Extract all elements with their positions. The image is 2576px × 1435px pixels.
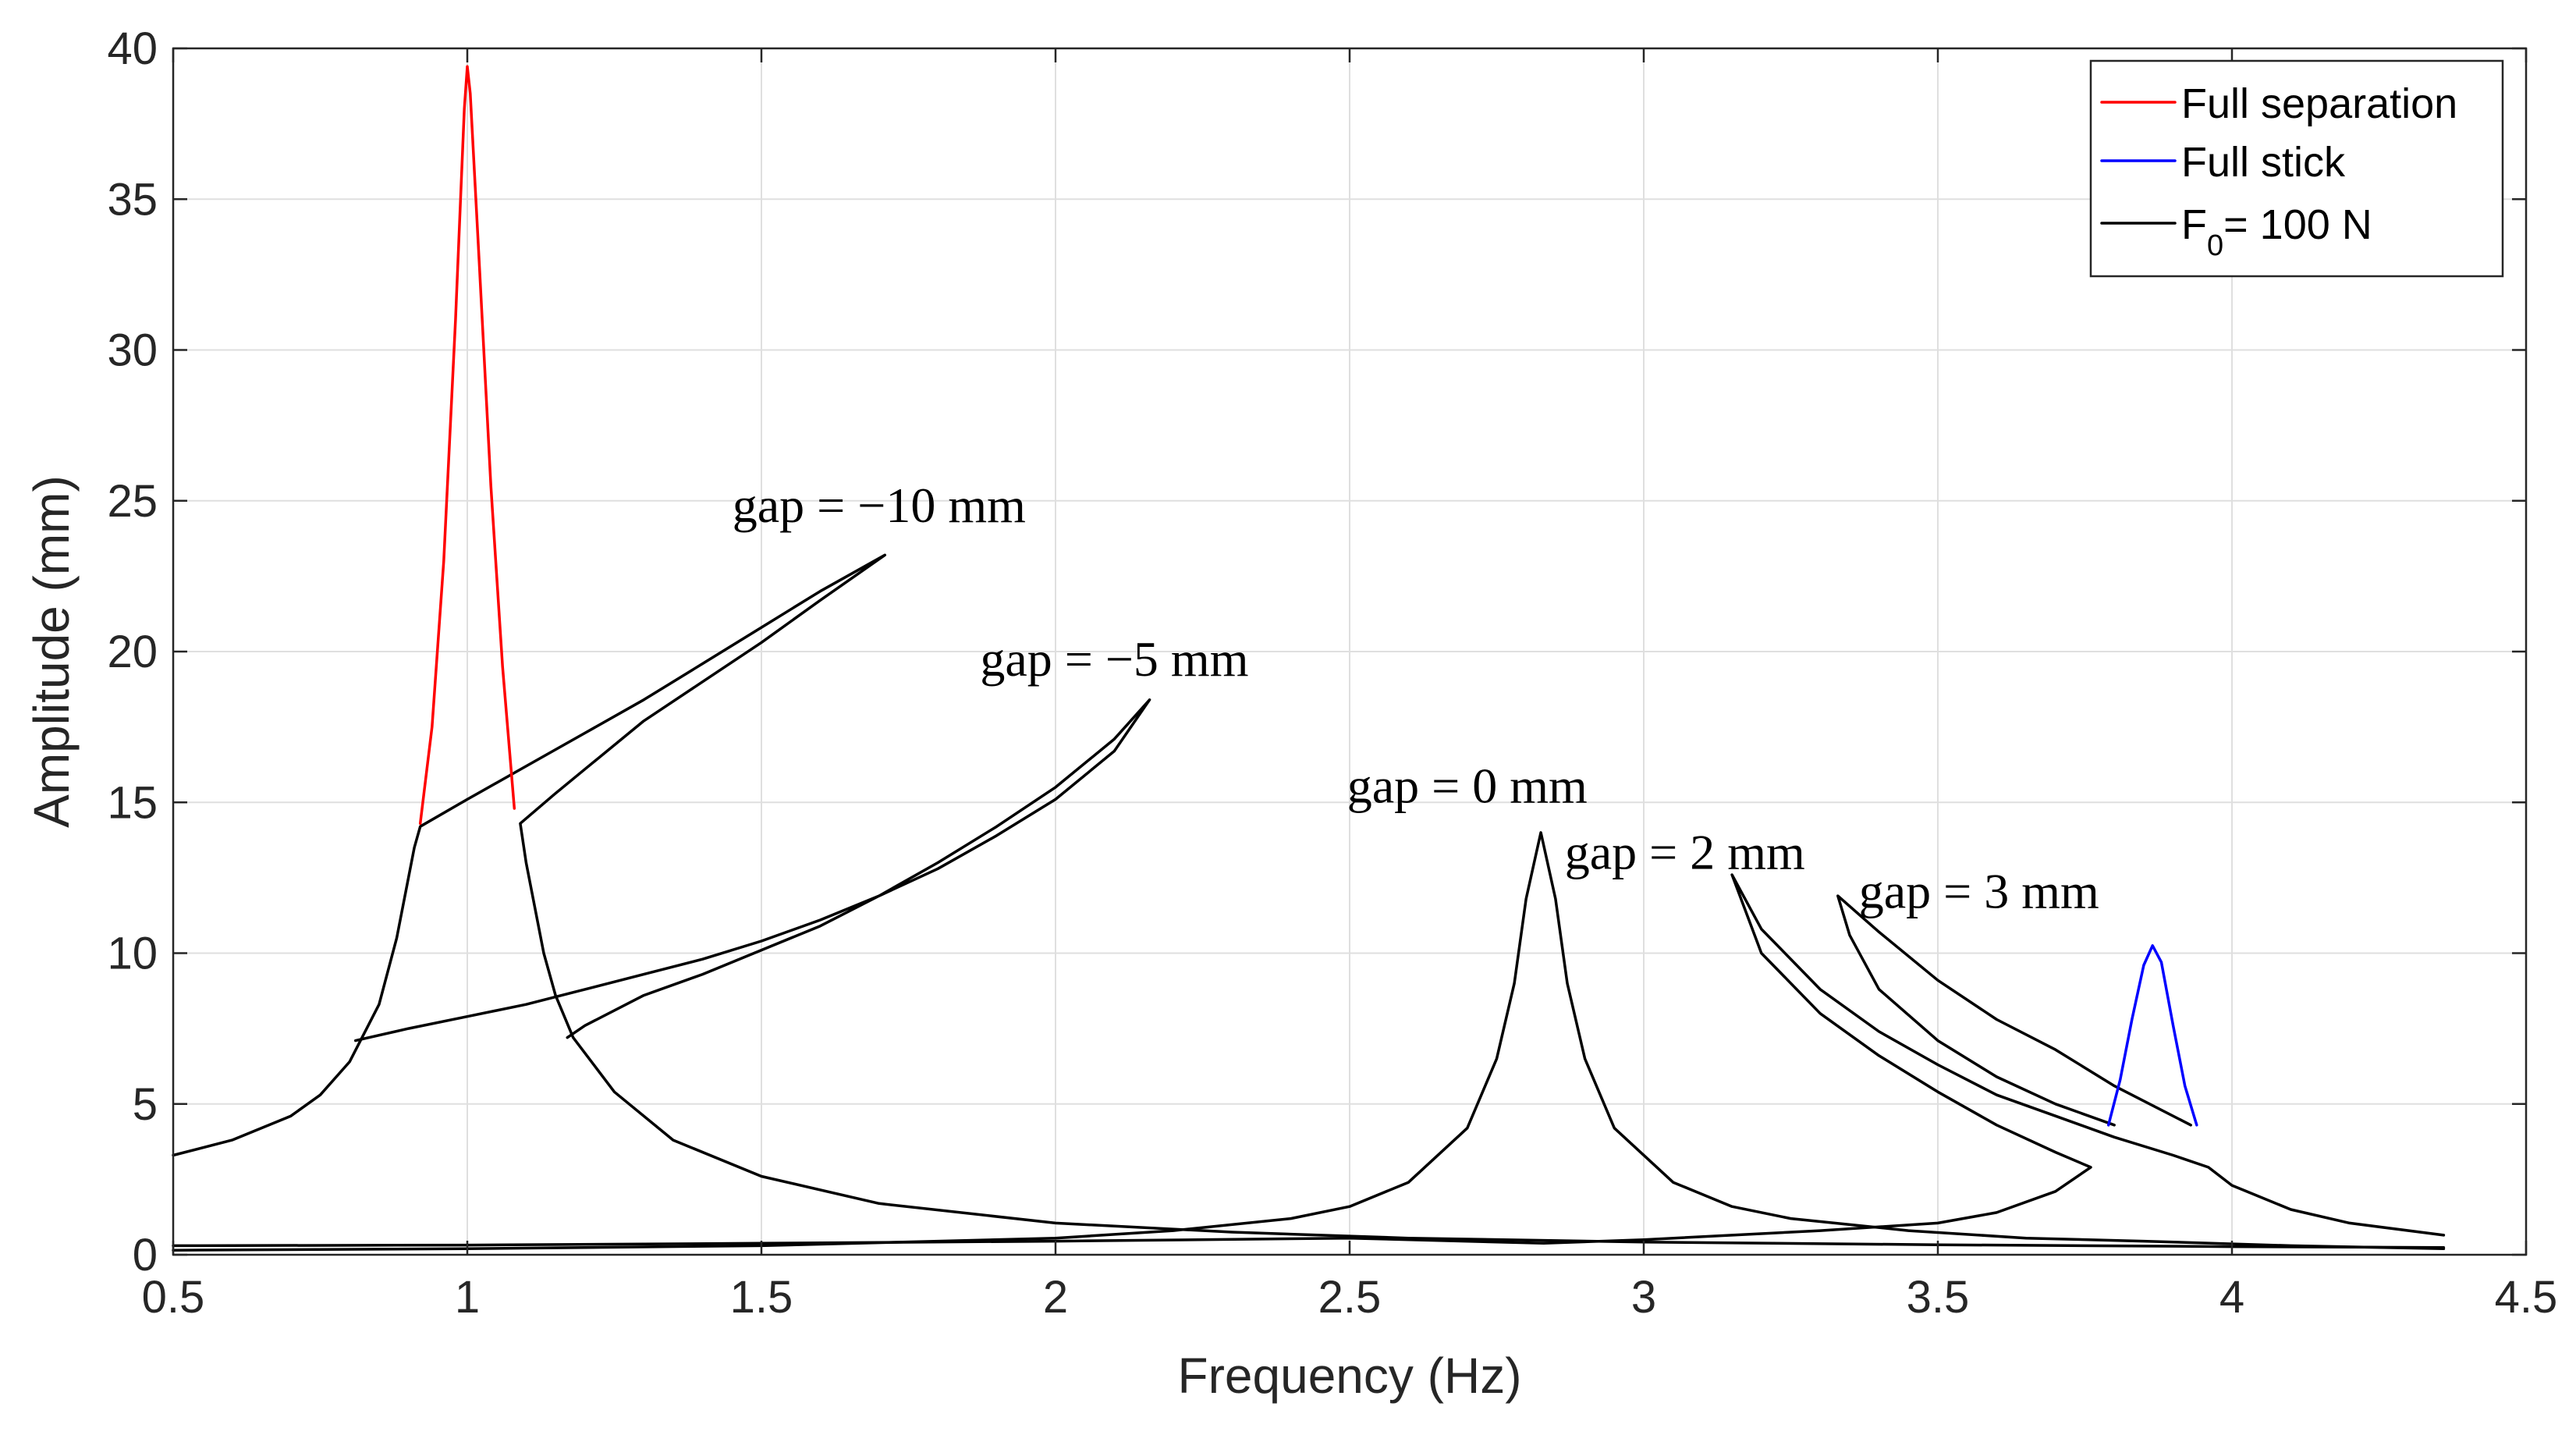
y-tick-label-0: 0 <box>133 1230 158 1280</box>
y-tick-labels: 0 5 10 15 20 25 30 35 40 <box>107 23 158 1280</box>
legend-label-full-separation: Full separation <box>2181 80 2457 127</box>
annotation-gap-4: gap = 3 mm <box>1859 864 2099 919</box>
legend-label-force: F0= 100 N <box>2181 201 2372 262</box>
y-tick-label-2: 10 <box>107 929 158 979</box>
annotation-gap-0: gap = −10 mm <box>733 478 1026 533</box>
annotation-gap-3: gap = 2 mm <box>1565 824 1805 879</box>
y-tick-label-3: 15 <box>107 777 158 828</box>
y-tick-label-4: 20 <box>107 627 158 677</box>
series-black-5 <box>1836 894 2192 1127</box>
legend-force-value: = 100 N <box>2223 201 2372 248</box>
x-tick-label-1: 1 <box>455 1272 480 1323</box>
annotation-gap-1: gap = −5 mm <box>980 631 1248 687</box>
x-axis-label: Frequency (Hz) <box>1178 1348 1522 1404</box>
x-tick-label-5: 3 <box>1631 1272 1656 1323</box>
axis-ticks <box>172 47 2528 1256</box>
y-tick-label-7: 35 <box>107 174 158 225</box>
legend-force-subscript: 0 <box>2207 229 2223 262</box>
gap-annotations: gap = −10 mm gap = −5 mm gap = 0 mm gap = 2… <box>733 478 2099 919</box>
x-tick-label-2: 1.5 <box>730 1272 793 1323</box>
series-full-separation <box>418 65 516 826</box>
legend-label-full-stick: Full stick <box>2181 139 2346 186</box>
y-axis-label: Amplitude (mm) <box>23 475 80 828</box>
legend: Full separation Full stick F0= 100 N <box>2089 59 2504 278</box>
x-tick-labels: 0.5 1 1.5 2 2.5 3 3.5 4 4.5 <box>142 1272 2558 1323</box>
legend-box <box>2089 59 2504 278</box>
y-tick-label-5: 25 <box>107 476 158 527</box>
x-tick-label-3: 2 <box>1043 1272 1068 1323</box>
x-tick-label-4: 2.5 <box>1318 1272 1382 1323</box>
y-tick-label-6: 30 <box>107 325 158 376</box>
series-black-4 <box>172 873 2446 1248</box>
x-tick-label-0: 0.5 <box>142 1272 205 1323</box>
x-tick-label-6: 3.5 <box>1907 1272 1970 1323</box>
x-tick-label-7: 4 <box>2219 1272 2244 1323</box>
series-black-1 <box>172 553 2446 1249</box>
y-tick-label-1: 5 <box>133 1079 158 1130</box>
x-tick-label-8: 4.5 <box>2495 1272 2558 1323</box>
annotation-gap-2: gap = 0 mm <box>1347 758 1588 813</box>
series-black-3 <box>172 831 2446 1252</box>
y-tick-label-8: 40 <box>107 23 158 74</box>
legend-force-symbol: F <box>2181 201 2207 248</box>
plot-series <box>172 65 2446 1252</box>
series-black-2 <box>353 698 1151 1043</box>
series-full-stick <box>2106 944 2198 1127</box>
